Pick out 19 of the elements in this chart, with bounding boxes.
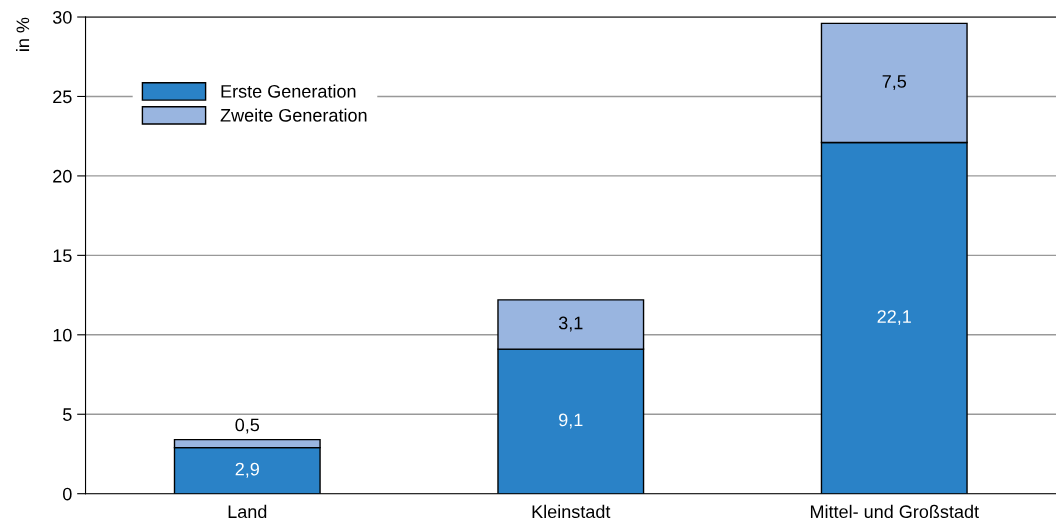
legend-label: Erste Generation [221,84,356,98]
data-label: 3,1 [558,316,583,332]
y-tick-label: 30 [52,10,72,24]
legend-label: Zweite Generation [220,108,367,122]
y-axis-title: in % [15,17,30,51]
y-tick-label: 25 [53,90,72,104]
y-tick-label: 5 [63,408,72,421]
data-label: 7,5 [882,75,907,90]
y-tick-label: 20 [53,169,72,183]
x-tick-label: Kleinstadt [532,504,611,519]
data-label: 9,1 [559,413,583,429]
data-label: 0,5 [235,418,260,434]
y-tick-label: 15 [53,249,72,263]
x-tick-label: Land [228,504,267,519]
data-label: 2,9 [235,462,259,478]
x-tick-label: Mittel- und Großstadt [810,504,979,519]
y-tick-label: 10 [53,328,72,342]
y-tick-label: 0 [63,487,72,501]
data-label: 22,1 [877,310,911,326]
